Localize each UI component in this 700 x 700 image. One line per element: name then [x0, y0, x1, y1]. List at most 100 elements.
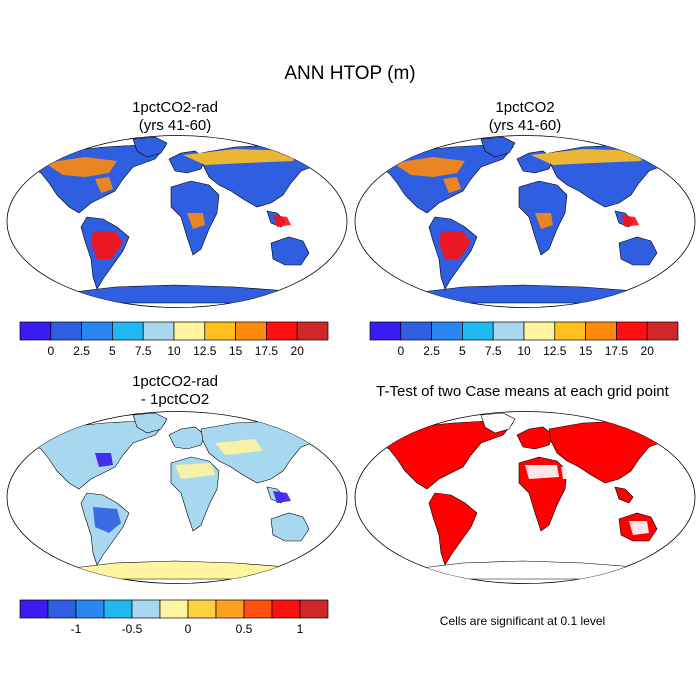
panel-1-title: 1pctCO2-rad (yrs 41-60): [5, 99, 345, 135]
colorbar-swatch: [112, 321, 144, 341]
colorbar-swatch: [47, 599, 77, 619]
colorbar-swatch: [400, 321, 432, 341]
colorbar-swatch: [523, 321, 556, 341]
field-boreal-eu: [183, 149, 297, 165]
panel-3-title-line2: - 1pctCO2: [140, 391, 210, 408]
colorbar-tick-label: 2.5: [73, 344, 90, 358]
field-sahara: [175, 463, 215, 479]
colorbar-swatch: [50, 321, 82, 341]
colorbar-swatch: [554, 321, 586, 341]
colorbar-swatch: [131, 599, 161, 619]
colorbar-swatch: [492, 321, 525, 341]
land-australia: [618, 236, 658, 266]
field-congo: [187, 213, 205, 229]
colorbar-swatch: [19, 321, 52, 341]
map-panel-difference: [6, 411, 348, 584]
colorbar-tick-label: 20: [641, 344, 655, 358]
colorbar-tick-label: 15: [579, 344, 593, 358]
panel-3-title-line1: 1pctCO2-rad: [132, 373, 218, 390]
colorbar-tick-label: 0: [397, 344, 404, 358]
colorbar-tick-label: 0.5: [236, 622, 253, 636]
land-greenland: [132, 412, 168, 434]
colorbar-swatch: [585, 321, 617, 341]
panel-2-title-line1: 1pctCO2: [495, 99, 555, 116]
colorbar-swatch: [616, 321, 648, 341]
colorbar-swatch: [142, 321, 175, 341]
colorbar-panel-1: 0 2.5 5 7.5 10 12.5 15 17.5 20: [19, 321, 329, 358]
colorbar-swatch: [173, 321, 206, 341]
panel-3-title: 1pctCO2-rad - 1pctCO2: [5, 373, 345, 409]
colorbar-tick-label: -0.5: [122, 622, 143, 636]
land-se-asia: [614, 486, 634, 504]
colorbar-swatch: [296, 321, 329, 341]
colorbar-tick-label: 12.5: [193, 344, 217, 358]
colorbar-swatch: [243, 599, 273, 619]
land-antarctica: [412, 284, 636, 304]
colorbar-swatch: [103, 599, 133, 619]
colorbar-swatch: [75, 599, 105, 619]
land-greenland: [480, 136, 516, 158]
land-greenland: [132, 136, 168, 158]
panel-1-title-line2: (yrs 41-60): [138, 117, 212, 134]
field-boreal-na: [393, 157, 465, 177]
panel-1-title-line1: 1pctCO2-rad: [132, 99, 218, 116]
colorbar-tick-label: 7.5: [485, 344, 502, 358]
field-east-us: [95, 453, 113, 467]
colorbar-swatch: [299, 599, 329, 619]
land-antarctica: [412, 560, 636, 580]
field-indonesia: [621, 215, 639, 227]
colorbar-tick-label: 17.5: [255, 344, 279, 358]
field-australia-interior: [629, 521, 649, 535]
field-arabia: [561, 467, 575, 479]
colorbar-tick-label: 0: [47, 344, 54, 358]
colorbar-tick-label: 15: [229, 344, 243, 358]
map-panel-1pctco2-rad: [6, 135, 348, 308]
colorbar-swatch: [271, 599, 301, 619]
field-east-us: [95, 177, 113, 193]
land-antarctica: [64, 284, 288, 304]
colorbar-tick-label: 17.5: [605, 344, 629, 358]
land-south-america: [428, 492, 478, 566]
land-north-america: [376, 420, 514, 490]
field-central-asia: [215, 439, 263, 455]
land-antarctica: [64, 560, 288, 580]
colorbar-tick-label: 2.5: [423, 344, 440, 358]
colorbar-tick-label: 7.5: [135, 344, 152, 358]
colorbar-tick-label: 12.5: [543, 344, 567, 358]
panel-2-title-line2: (yrs 41-60): [488, 117, 562, 134]
panel-4-title: T-Test of two Case means at each grid po…: [376, 383, 669, 400]
colorbar-swatch: [215, 599, 245, 619]
colorbar-tick-label: 5: [459, 344, 466, 358]
colorbar-swatch: [266, 321, 298, 341]
land-australia: [270, 236, 310, 266]
field-amazon: [93, 507, 121, 533]
field-sahara: [525, 465, 559, 479]
field-amazon: [91, 231, 123, 259]
colorbar-swatch: [204, 321, 236, 341]
colorbar-swatch: [369, 321, 402, 341]
colorbar-tick-label: 10: [517, 344, 531, 358]
colorbar-tick-label: 10: [167, 344, 181, 358]
field-boreal-eu: [531, 149, 645, 165]
map-panel-ttest: [354, 411, 696, 584]
colorbar-swatch: [462, 321, 494, 341]
colorbar-tick-label: -1: [71, 622, 82, 636]
colorbar-panel-2: 0 2.5 5 7.5 10 12.5 15 17.5 20: [369, 321, 679, 358]
field-amazon: [439, 231, 471, 259]
colorbar-swatch: [19, 599, 49, 619]
colorbar-tick-label: 20: [291, 344, 305, 358]
colorbar-panel-3: -1 -0.5 0 0.5 1: [19, 599, 329, 636]
panel-2-title: 1pctCO2 (yrs 41-60): [355, 99, 695, 135]
colorbar-swatch: [159, 599, 189, 619]
colorbar-tick-label: 0: [185, 622, 192, 636]
colorbar-swatch: [235, 321, 267, 341]
colorbar-swatch: [646, 321, 679, 341]
colorbar-tick-label: 5: [109, 344, 116, 358]
colorbar-swatch: [81, 321, 113, 341]
land-greenland: [480, 412, 516, 434]
field-indonesia: [273, 215, 291, 227]
map-panel-1pctco2: [354, 135, 696, 308]
field-boreal-na: [45, 157, 117, 177]
ttest-note: Cells are significant at 0.1 level: [439, 614, 606, 628]
colorbar-swatch: [431, 321, 463, 341]
